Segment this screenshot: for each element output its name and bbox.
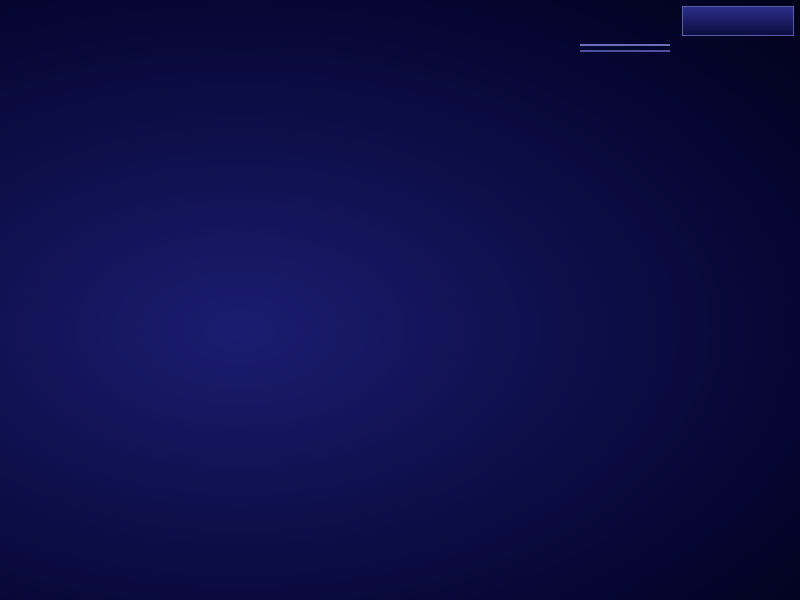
decor-bar xyxy=(682,6,794,36)
decor-line xyxy=(580,44,670,46)
decor-line xyxy=(580,50,670,52)
corner-accent xyxy=(630,0,800,60)
slide xyxy=(0,0,800,600)
